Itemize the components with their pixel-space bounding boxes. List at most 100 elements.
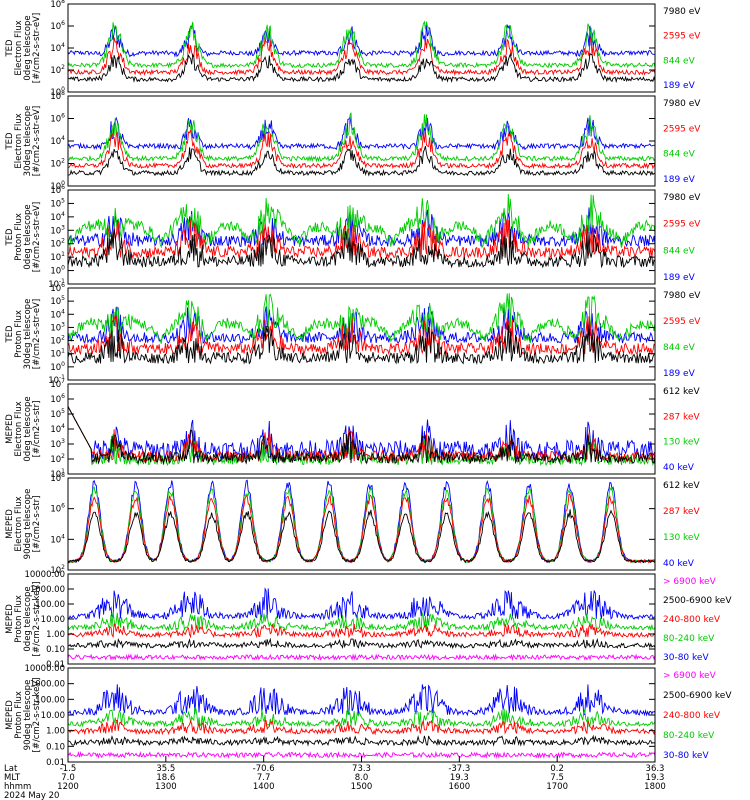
x-axis-row-label: hhmm xyxy=(4,782,31,792)
panel-frame xyxy=(67,287,656,381)
legend-entry: 287 keV xyxy=(663,412,700,422)
series-line-0 xyxy=(67,509,656,564)
y-tick-label: 107 xyxy=(50,378,65,390)
legend-entry: 130 keV xyxy=(663,438,700,448)
y-tick-label: 0.10 xyxy=(46,645,65,655)
legend-entry: 130 keV xyxy=(663,533,700,543)
series-line-1 xyxy=(68,128,656,170)
series-line-4 xyxy=(67,684,656,717)
x-tick-label: 1800 xyxy=(644,782,666,792)
y-tick-label: 102 xyxy=(50,453,65,465)
legend-entry: 189 eV xyxy=(663,81,696,91)
y-tick-label: 101 xyxy=(50,251,65,263)
x-tick-label: 35.5 xyxy=(156,764,175,774)
y-tick-label: 0.01 xyxy=(46,660,65,670)
series-line-3 xyxy=(67,22,656,58)
legend-entry: 40 keV xyxy=(663,463,695,473)
x-tick-label: 1300 xyxy=(155,782,177,792)
x-tick-label: 7.7 xyxy=(257,773,271,783)
y-tick-label: 100.00 xyxy=(35,695,65,705)
y-axis-label: Electron Flux xyxy=(14,401,24,456)
y-axis-label: [#/cm2-s-str] xyxy=(32,496,42,553)
y-tick-label: 100 xyxy=(50,361,65,373)
y-axis-label: [#/cm2-s-str-keV] xyxy=(32,582,42,657)
series-line-0 xyxy=(67,228,656,269)
x-axis-row-label: MLT xyxy=(4,773,21,783)
y-axis-label: [#/cm2-s-str] xyxy=(32,401,42,458)
y-tick-label: 102 xyxy=(50,335,65,347)
legend-entry: 40 keV xyxy=(663,559,695,569)
y-tick-label: 108 xyxy=(50,0,65,10)
y-axis-label: 0deg telescope xyxy=(23,204,33,269)
y-axis-label: [#/cm2-s-str-eV] xyxy=(32,202,42,272)
series-line-2 xyxy=(67,623,656,639)
series-line-1 xyxy=(68,219,656,260)
series-line-2 xyxy=(67,719,656,736)
x-tick-label: 19.3 xyxy=(646,773,665,783)
y-tick-label: 0.01 xyxy=(46,758,65,768)
legend-entry: > 6900 keV xyxy=(663,671,717,681)
y-tick-label: 105 xyxy=(50,408,65,420)
y-tick-label: 10000.00 xyxy=(24,570,65,580)
legend-entry: 189 eV xyxy=(663,369,696,379)
y-tick-label: 108 xyxy=(50,90,65,102)
y-tick-label: 104 xyxy=(50,135,65,147)
y-tick-label: 106 xyxy=(50,184,65,196)
y-axis-label: 0deg telescope xyxy=(23,396,33,461)
x-tick-label: 0.2 xyxy=(550,764,564,774)
x-axis-row-label: Lat xyxy=(4,764,18,774)
series-line-0 xyxy=(67,145,656,177)
series-line-3 xyxy=(67,114,656,151)
x-tick-label: 1500 xyxy=(351,782,373,792)
legend-entry: 240-800 keV xyxy=(663,615,721,625)
y-axis-label: TED xyxy=(5,39,15,58)
panel-frame xyxy=(67,477,656,571)
series-line-3 xyxy=(67,707,656,728)
legend-entry: 844 eV xyxy=(663,343,696,353)
series-line-1 xyxy=(67,734,656,747)
y-axis-label: 90deg telescope xyxy=(23,489,33,560)
y-tick-label: 104 xyxy=(50,42,65,54)
y-tick-label: 105 xyxy=(50,197,65,209)
y-axis-label: MEPED xyxy=(5,700,15,730)
y-tick-label: 100 xyxy=(50,265,65,277)
series-line-0 xyxy=(67,406,656,465)
y-axis-label: 0deg telescope xyxy=(23,586,33,651)
y-tick-label: 106 xyxy=(50,393,65,405)
series-line-1 xyxy=(67,406,656,463)
date-label: 2024 May 20 xyxy=(4,791,59,800)
y-tick-label: 102 xyxy=(50,238,65,250)
panel-8: 0.01 0.10 1.00 10.00 100.00 1000.00 10000.00 ME… xyxy=(5,664,732,768)
x-tick-label: 73.3 xyxy=(352,764,371,774)
y-tick-label: 100.00 xyxy=(35,600,65,610)
series-line-2 xyxy=(67,293,656,344)
series-line-2 xyxy=(67,20,656,69)
legend-entry: 189 eV xyxy=(663,175,696,185)
legend-entry: 844 eV xyxy=(663,246,696,256)
y-tick-label: 106 xyxy=(50,503,65,515)
y-axis-label: 90deg telescope xyxy=(23,680,33,751)
legend-entry: 30-80 keV xyxy=(663,653,709,663)
legend-entry: 7980 eV xyxy=(663,7,701,17)
y-axis-label: [#/cm2-s-str-eV] xyxy=(32,13,42,83)
series-line-1 xyxy=(67,637,656,650)
x-tick-label: 1600 xyxy=(449,782,471,792)
legend-entry: 2595 eV xyxy=(663,220,701,230)
y-axis-label: Electron Flux xyxy=(14,113,24,168)
y-tick-label: 1000.00 xyxy=(30,585,65,595)
y-axis-label: 30deg telescope xyxy=(23,106,33,177)
x-tick-label: 7.0 xyxy=(61,773,75,783)
y-tick-label: 103 xyxy=(50,438,65,450)
y-axis-label: 30deg telescope xyxy=(23,299,33,370)
legend-entry: 612 keV xyxy=(663,387,700,397)
y-tick-label: 104 xyxy=(50,423,65,435)
y-tick-label: 105 xyxy=(50,295,65,307)
series-line-2 xyxy=(67,193,656,249)
series-line-0 xyxy=(67,653,656,662)
y-tick-label: 104 xyxy=(50,533,65,545)
y-axis-label: Proton Flux xyxy=(14,691,24,739)
